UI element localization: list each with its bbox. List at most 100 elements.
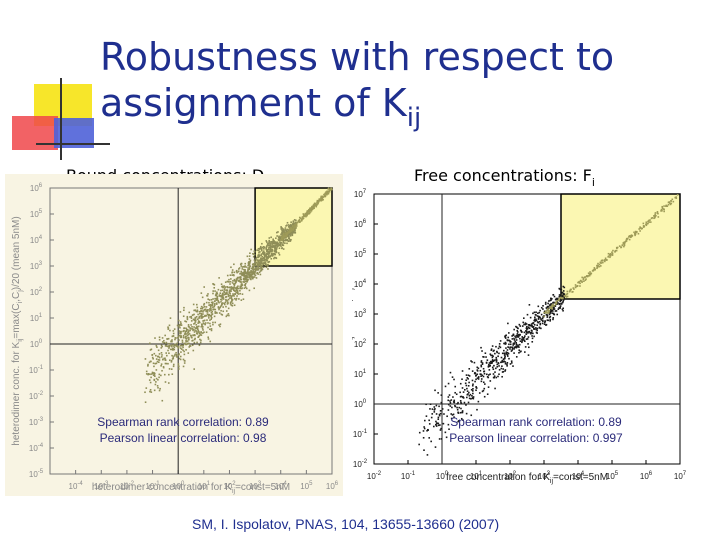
data-point xyxy=(289,239,291,241)
data-point xyxy=(556,298,558,301)
data-point xyxy=(495,356,498,359)
data-point xyxy=(168,345,171,348)
data-point xyxy=(460,417,463,420)
data-point xyxy=(187,331,190,333)
data-point xyxy=(197,320,200,322)
diagonal-point xyxy=(599,265,602,267)
diagonal-point xyxy=(671,198,674,201)
diagonal-point xyxy=(286,232,288,235)
data-point xyxy=(229,292,231,295)
data-point xyxy=(293,230,295,233)
data-point xyxy=(489,362,492,365)
diagonal-point xyxy=(625,240,628,242)
data-point xyxy=(272,254,274,256)
data-point xyxy=(183,306,185,309)
data-point xyxy=(153,389,156,392)
data-point xyxy=(423,419,426,422)
data-point xyxy=(290,221,292,223)
data-point xyxy=(198,344,201,347)
data-point xyxy=(504,337,507,339)
diagonal-point xyxy=(645,223,648,226)
data-point xyxy=(231,282,234,284)
data-point xyxy=(144,358,147,360)
data-point xyxy=(193,368,196,370)
data-point xyxy=(148,361,151,364)
data-point xyxy=(467,384,470,387)
data-point xyxy=(206,295,209,297)
diagonal-point xyxy=(625,238,628,241)
data-point xyxy=(226,286,229,288)
data-point xyxy=(186,328,189,331)
data-point xyxy=(500,356,503,359)
data-point xyxy=(191,326,193,328)
data-point xyxy=(151,356,154,359)
data-point xyxy=(220,304,223,307)
diagonal-point xyxy=(554,302,557,305)
data-point xyxy=(451,376,454,378)
x-tick-label: 10-2 xyxy=(120,481,135,491)
data-point xyxy=(216,298,219,300)
data-point xyxy=(446,415,448,418)
data-point xyxy=(506,349,509,351)
data-point xyxy=(226,292,228,295)
data-point xyxy=(561,291,564,294)
data-point xyxy=(268,251,270,253)
data-point xyxy=(482,389,485,392)
data-point xyxy=(228,297,231,299)
data-point xyxy=(534,319,537,322)
y-tick-exponent: 4 xyxy=(363,279,367,285)
data-point xyxy=(241,266,244,268)
data-point xyxy=(533,335,535,338)
data-point xyxy=(253,268,255,271)
data-point xyxy=(223,302,225,305)
data-point xyxy=(233,274,235,277)
diagonal-point xyxy=(628,238,631,241)
x-axis-label-sub: ij xyxy=(232,488,236,495)
data-point xyxy=(264,262,267,265)
data-point xyxy=(239,286,242,289)
data-point xyxy=(522,321,525,324)
data-point xyxy=(279,239,281,242)
data-point xyxy=(188,346,191,348)
data-point xyxy=(563,293,566,296)
data-point xyxy=(207,336,210,339)
data-point xyxy=(456,403,459,405)
data-point xyxy=(518,349,521,352)
data-point xyxy=(506,351,509,354)
data-point xyxy=(191,344,194,347)
diagonal-point xyxy=(660,208,663,211)
data-point xyxy=(240,278,242,281)
data-point xyxy=(561,295,564,297)
data-point xyxy=(262,257,265,260)
data-point xyxy=(269,244,272,247)
diagonal-point xyxy=(670,202,673,205)
data-point xyxy=(227,313,230,315)
y-axis-label: heterodimer conc. for Kij=max(Ci,Cj)/20 … xyxy=(11,216,24,445)
data-point xyxy=(460,402,463,405)
data-point xyxy=(199,341,202,344)
y-tick-label: 105 xyxy=(30,209,43,219)
data-point xyxy=(242,265,245,268)
diagonal-point xyxy=(546,310,549,312)
data-point xyxy=(173,346,176,349)
data-point xyxy=(502,368,505,370)
data-point xyxy=(509,343,512,346)
data-point xyxy=(149,342,151,345)
data-point xyxy=(468,394,471,397)
data-point xyxy=(270,245,272,248)
diagonal-point xyxy=(675,196,677,198)
data-point xyxy=(229,286,231,289)
data-point xyxy=(261,262,263,265)
data-point xyxy=(208,299,211,301)
data-point xyxy=(481,362,484,364)
data-point xyxy=(167,337,170,340)
data-point xyxy=(234,280,237,282)
data-point xyxy=(150,373,153,375)
data-point xyxy=(253,262,255,265)
data-point xyxy=(236,287,239,290)
data-point xyxy=(262,259,264,262)
data-point xyxy=(507,336,510,339)
data-point xyxy=(535,328,537,331)
data-point xyxy=(430,416,433,419)
data-point xyxy=(526,313,529,316)
